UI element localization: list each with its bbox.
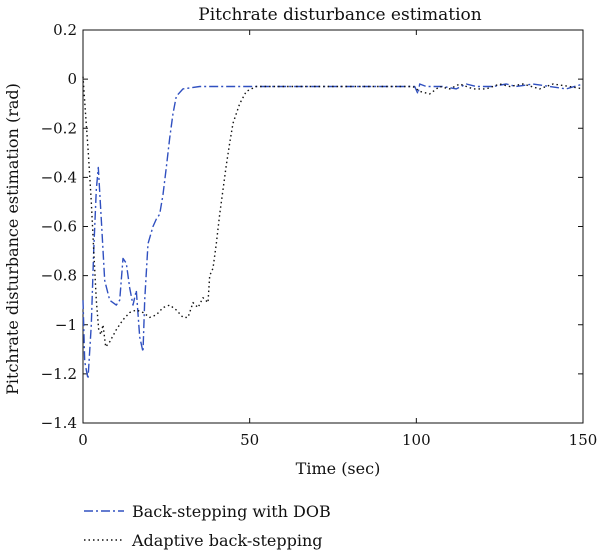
x-tick-label: 50 — [240, 431, 259, 449]
chart-title: Pitchrate disturbance estimation — [198, 5, 481, 25]
x-axis-label: Time (sec) — [296, 459, 381, 478]
y-tick-label: −0.4 — [41, 168, 77, 186]
x-tick-label: 100 — [402, 431, 431, 449]
y-tick-label: −1.2 — [41, 365, 77, 383]
y-tick-label: −0.8 — [41, 267, 77, 285]
legend: Back-stepping with DOB Adaptive back-step… — [84, 502, 331, 550]
y-tick-label: 0 — [67, 70, 77, 88]
legend-label-1: Adaptive back-stepping — [131, 531, 323, 550]
y-tick-label: −0.2 — [41, 119, 77, 137]
y-tick-label: −1 — [55, 316, 77, 334]
y-tick-label: −1.4 — [41, 414, 77, 432]
axes-frame — [82, 29, 584, 424]
x-tick-label: 150 — [569, 431, 598, 449]
y-tick-label: −0.6 — [41, 218, 77, 236]
x-tick-label: 0 — [78, 431, 88, 449]
series-line-0 — [82, 83, 584, 380]
series-line-1 — [82, 76, 584, 348]
y-tick-label: 0.2 — [53, 21, 77, 39]
legend-label-0: Back-stepping with DOB — [132, 502, 331, 521]
plot-area: 0 50 100 150 0.2 0 −0.2 −0.4 −0.6 −0.8 −1 −1.2 −1.4 — [41, 21, 598, 449]
y-axis-label: Pitchrate disturbance estimation (rad) — [3, 83, 22, 395]
